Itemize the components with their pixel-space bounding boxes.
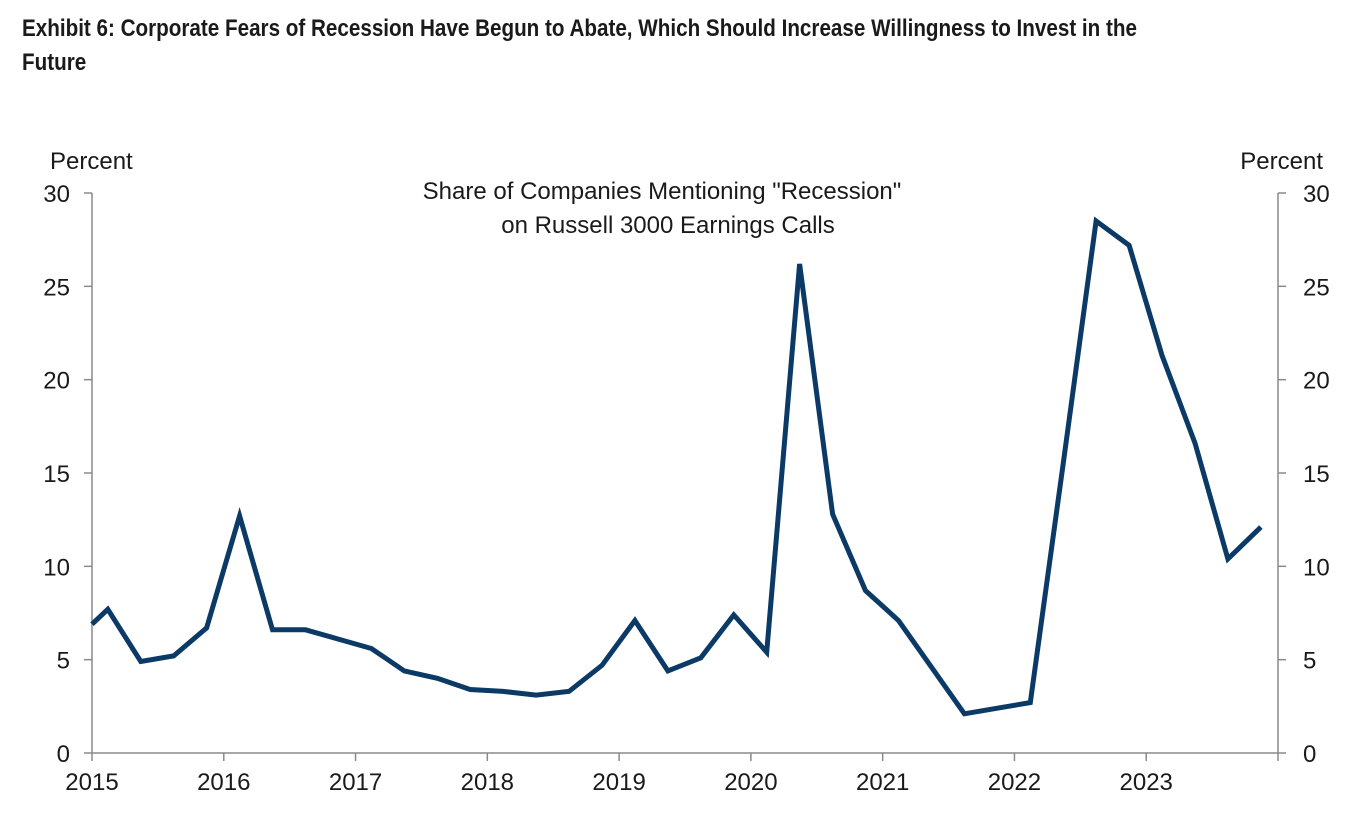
left-y-tick-label: 25 <box>43 274 70 301</box>
right-y-tick-label: 0 <box>1303 741 1316 768</box>
left-y-tick-label: 30 <box>43 181 70 208</box>
chart-subtitle: on Russell 3000 Earnings Calls <box>501 212 835 239</box>
left-y-tick-label: 10 <box>43 554 70 581</box>
x-tick-label: 2020 <box>724 769 777 796</box>
left-y-tick-label: 20 <box>43 368 70 395</box>
x-tick-label: 2022 <box>988 769 1041 796</box>
chart-labels: Percent Percent Share of Companies Menti… <box>50 148 1323 239</box>
right-axis-label: Percent <box>1240 148 1323 175</box>
x-tick-label: 2016 <box>197 769 250 796</box>
right-y-tick-label: 10 <box>1303 554 1330 581</box>
left-axis-label: Percent <box>50 148 133 175</box>
right-y-tick-label: 25 <box>1303 274 1330 301</box>
left-y-tick-label: 0 <box>57 741 70 768</box>
x-tick-label: 2018 <box>461 769 514 796</box>
left-y-tick-label: 5 <box>57 648 70 675</box>
series-line <box>90 216 1263 717</box>
plot-area <box>90 216 1263 717</box>
x-tick-label: 2017 <box>329 769 382 796</box>
x-tick-label: 2023 <box>1120 769 1173 796</box>
chart-title: Share of Companies Mentioning "Recession… <box>423 178 902 205</box>
right-y-tick-label: 20 <box>1303 368 1330 395</box>
left-y-tick-label: 15 <box>43 461 70 488</box>
right-y-tick-label: 15 <box>1303 461 1330 488</box>
x-tick-label: 2021 <box>856 769 909 796</box>
right-y-tick-label: 5 <box>1303 648 1316 675</box>
right-y-tick-label: 30 <box>1303 181 1330 208</box>
exhibit-title: Exhibit 6: Corporate Fears of Recession … <box>22 15 1137 76</box>
x-tick-label: 2015 <box>65 769 118 796</box>
x-tick-label: 2019 <box>592 769 645 796</box>
